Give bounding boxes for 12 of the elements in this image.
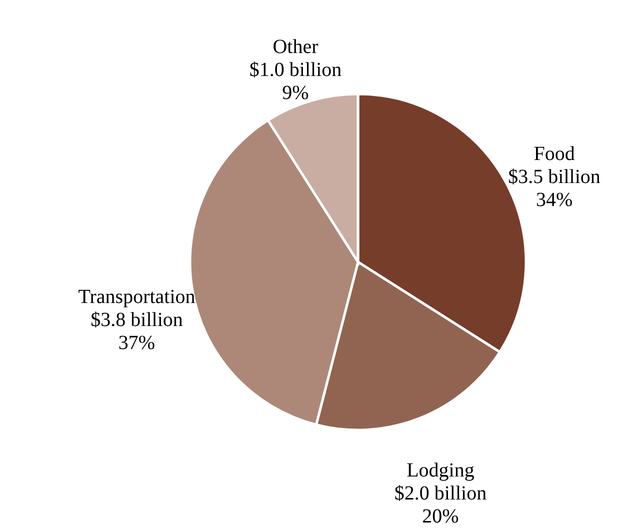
slice-label: Food [534, 143, 575, 166]
data-label: 9% [282, 82, 309, 104]
text: $3.5 billion [508, 166, 600, 188]
text: $3.8 billion [90, 309, 183, 332]
text: $1.0 billion [249, 58, 342, 81]
slice-label: Other [272, 36, 319, 58]
slice-label: Transportation [78, 286, 196, 308]
data-label: 37% [118, 332, 156, 354]
data-label: 20% [422, 505, 459, 528]
text: $2.0 billion [394, 482, 487, 504]
data-label: 34% [536, 189, 573, 212]
slice-label: Lodging [406, 459, 474, 482]
